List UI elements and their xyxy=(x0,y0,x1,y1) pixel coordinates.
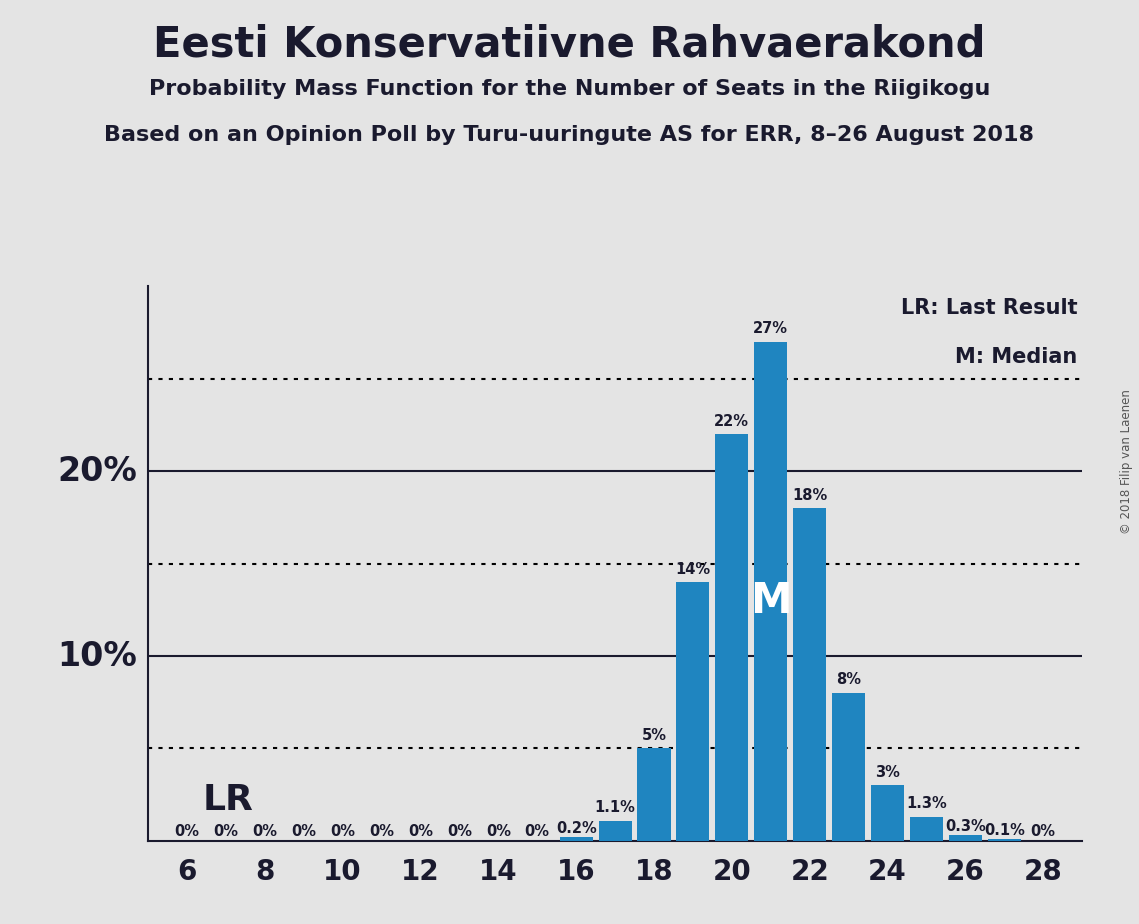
Bar xyxy=(831,693,866,841)
Text: 20%: 20% xyxy=(57,455,137,488)
Text: 5%: 5% xyxy=(641,728,666,743)
Text: 1.3%: 1.3% xyxy=(906,796,947,811)
Text: 1.1%: 1.1% xyxy=(595,800,636,815)
Text: 0.3%: 0.3% xyxy=(945,819,985,833)
Bar xyxy=(754,342,787,841)
Text: 10%: 10% xyxy=(57,639,137,673)
Text: 0%: 0% xyxy=(330,824,355,839)
Text: LR: LR xyxy=(203,784,253,817)
Text: 0%: 0% xyxy=(525,824,550,839)
Text: Based on an Opinion Poll by Turu-uuringute AS for ERR, 8–26 August 2018: Based on an Opinion Poll by Turu-uuringu… xyxy=(105,125,1034,145)
Text: M: M xyxy=(749,579,792,622)
Text: 0.1%: 0.1% xyxy=(984,822,1025,837)
Text: 0%: 0% xyxy=(1031,824,1056,839)
Text: 27%: 27% xyxy=(753,322,788,336)
Text: 22%: 22% xyxy=(714,414,749,429)
Text: M: Median: M: Median xyxy=(956,347,1077,368)
Text: 0.2%: 0.2% xyxy=(556,821,597,835)
Text: 0%: 0% xyxy=(369,824,394,839)
Bar xyxy=(715,434,748,841)
Bar xyxy=(793,508,826,841)
Text: LR: Last Result: LR: Last Result xyxy=(901,298,1077,318)
Bar xyxy=(598,821,632,841)
Text: Eesti Konservatiivne Rahvaerakond: Eesti Konservatiivne Rahvaerakond xyxy=(154,23,985,65)
Bar xyxy=(988,839,1021,841)
Bar xyxy=(677,582,710,841)
Text: Probability Mass Function for the Number of Seats in the Riigikogu: Probability Mass Function for the Number… xyxy=(149,79,990,99)
Bar xyxy=(638,748,671,841)
Text: 0%: 0% xyxy=(213,824,238,839)
Text: 14%: 14% xyxy=(675,562,711,577)
Text: 0%: 0% xyxy=(253,824,277,839)
Bar xyxy=(910,817,943,841)
Text: 0%: 0% xyxy=(174,824,199,839)
Bar xyxy=(871,785,904,841)
Text: 0%: 0% xyxy=(408,824,433,839)
Bar xyxy=(949,835,982,841)
Text: 0%: 0% xyxy=(486,824,510,839)
Bar xyxy=(559,837,592,841)
Text: 8%: 8% xyxy=(836,673,861,687)
Text: 0%: 0% xyxy=(446,824,472,839)
Text: 18%: 18% xyxy=(792,488,827,503)
Text: 3%: 3% xyxy=(875,765,900,780)
Text: © 2018 Filip van Laenen: © 2018 Filip van Laenen xyxy=(1121,390,1133,534)
Text: 0%: 0% xyxy=(292,824,317,839)
